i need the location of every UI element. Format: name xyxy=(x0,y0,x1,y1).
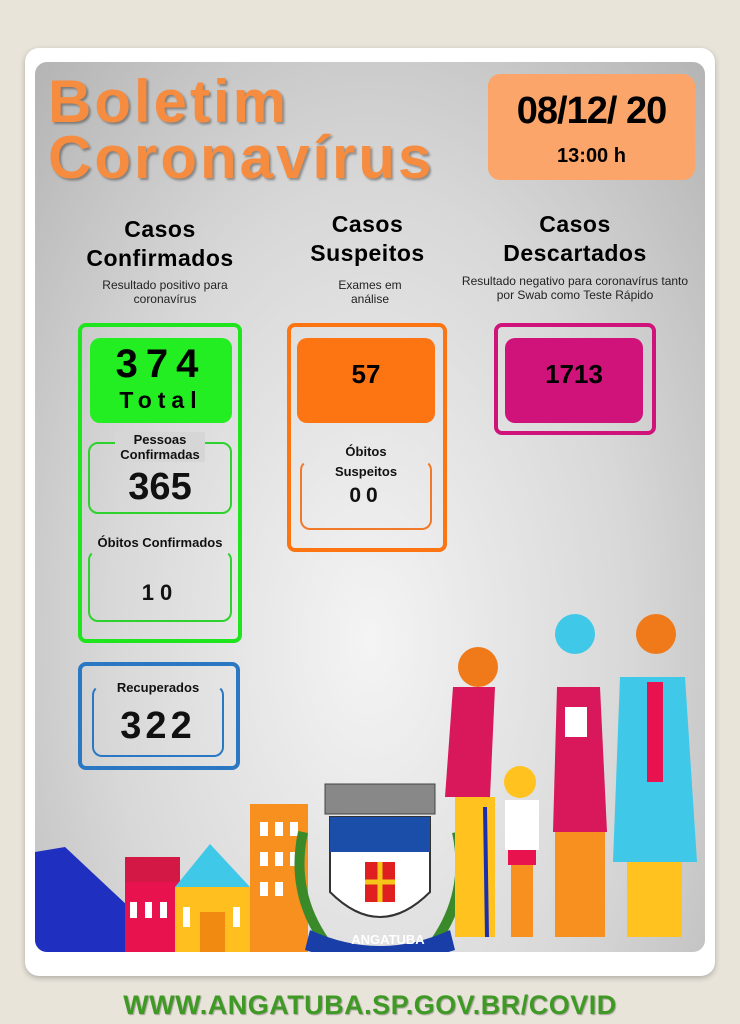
total-box: 374 Total xyxy=(90,338,232,423)
recuperados-label: Recuperados xyxy=(116,680,200,695)
heading-line2: Confirmados xyxy=(86,245,234,271)
recuperados-value: 322 xyxy=(120,705,196,747)
total-value: 374 xyxy=(115,342,207,386)
logo-text: ANGATUBA xyxy=(351,932,425,947)
pessoas-label: Pessoas Confirmadas xyxy=(115,432,205,462)
heading-line1: Casos xyxy=(331,211,404,237)
city-and-people-illustration xyxy=(35,614,697,952)
title-line2: Coronavírus xyxy=(48,124,435,191)
descartados-value: 1713 xyxy=(505,338,643,423)
obitos-confirmados-label: Óbitos Confirmados xyxy=(97,535,223,550)
heading-line1: Casos xyxy=(124,216,196,242)
bulletin-panel xyxy=(35,62,705,952)
obitos-suspeitos-label: Óbitos xyxy=(345,444,387,459)
suspeitos-panel xyxy=(287,323,447,552)
bulletin-time: 13:00 h xyxy=(557,145,626,167)
heading-line1: Casos xyxy=(539,211,611,237)
obitos-suspeitos-label2: Suspeitos xyxy=(334,464,398,479)
obitos-confirmados-value: 10 xyxy=(141,580,179,605)
suspeitos-subtitle: Exames em análise xyxy=(338,278,402,306)
doctor-figure xyxy=(613,614,697,937)
elderly-man-figure xyxy=(445,647,498,938)
suspeitos-value: 57 xyxy=(297,338,435,423)
date-box: 08/12/ 20 13:00 h xyxy=(488,74,695,180)
total-label: Total xyxy=(119,387,203,413)
bulletin-date: 08/12/ 20 xyxy=(516,90,667,132)
pessoas-value: 365 xyxy=(128,466,192,508)
heading-line2: Descartados xyxy=(503,240,647,266)
suspeitos-heading: Casos Suspeitos xyxy=(280,210,455,268)
building-yellow-roof xyxy=(175,844,250,887)
confirmados-heading: Casos Confirmados xyxy=(60,215,260,273)
descartados-subtitle: Resultado negativo para coronavírus tant… xyxy=(461,274,689,302)
descartados-panel xyxy=(494,323,656,435)
obitos-suspeitos-value: 00 xyxy=(349,484,383,507)
angatuba-coat-of-arms xyxy=(294,783,466,952)
nurse-figure xyxy=(553,614,607,937)
recuperados-box: Recuperados 322 xyxy=(92,680,224,757)
footer-url[interactable]: WWW.ANGATUBA.SP.GOV.BR/COVID xyxy=(123,990,617,1020)
descartados-heading: Casos Descartados xyxy=(475,210,675,268)
confirmados-panel xyxy=(78,323,242,643)
heading-line2: Suspeitos xyxy=(310,240,425,266)
obitos-confirmados-box: 10 xyxy=(88,550,232,622)
pessoas-confirmadas-box: Pessoas Confirmadas 365 xyxy=(88,432,232,514)
recuperados-panel xyxy=(78,662,240,770)
obitos-suspeitos-box: Suspeitos 00 xyxy=(300,460,432,530)
title-line1: Boletim xyxy=(48,68,290,135)
confirmados-subtitle: Resultado positivo para coronavírus xyxy=(102,278,228,306)
child-figure xyxy=(504,766,539,937)
